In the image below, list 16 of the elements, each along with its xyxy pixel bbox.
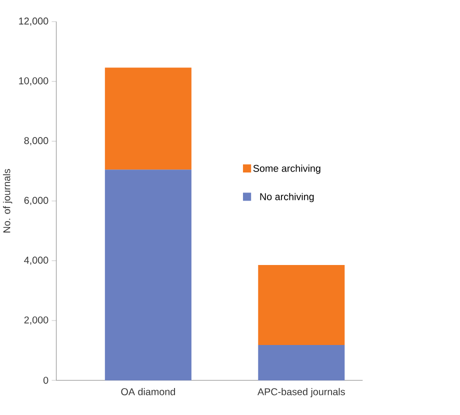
bar — [258, 345, 345, 381]
y-tick-label: 4,000 — [24, 256, 48, 266]
y-tick-label: 12,000 — [19, 18, 48, 26]
legend-label: Some archiving — [253, 164, 320, 174]
y-tick-label: 2,000 — [24, 316, 48, 325]
y-tick-label: 6,000 — [24, 197, 48, 206]
y-tick-label: 8,000 — [24, 137, 48, 146]
x-tick-label: OA diamond — [121, 388, 175, 396]
bar — [258, 265, 345, 346]
legend-label: No archiving — [260, 193, 314, 202]
bar — [104, 68, 192, 170]
y-tick-label: 10,000 — [19, 78, 48, 86]
y-axis-title: No. of journals — [3, 169, 12, 233]
x-tick-label: APC-based journals — [257, 388, 345, 398]
bar — [104, 170, 192, 381]
y-tick-label: 0 — [43, 377, 48, 384]
